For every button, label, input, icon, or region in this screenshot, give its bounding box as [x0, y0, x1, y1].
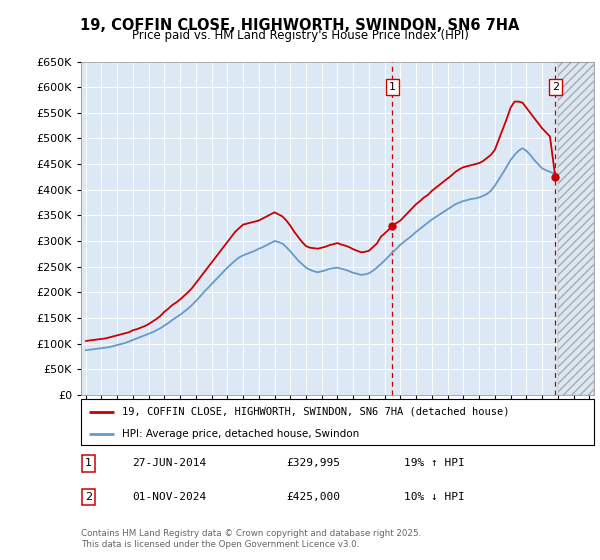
Text: 01-NOV-2024: 01-NOV-2024	[133, 492, 206, 502]
Text: 27-JUN-2014: 27-JUN-2014	[133, 459, 206, 469]
Text: Price paid vs. HM Land Registry's House Price Index (HPI): Price paid vs. HM Land Registry's House …	[131, 29, 469, 42]
Text: £425,000: £425,000	[286, 492, 340, 502]
Text: 2: 2	[552, 82, 559, 92]
Text: 19, COFFIN CLOSE, HIGHWORTH, SWINDON, SN6 7HA: 19, COFFIN CLOSE, HIGHWORTH, SWINDON, SN…	[80, 18, 520, 33]
Bar	[558, 62, 594, 395]
Text: Contains HM Land Registry data © Crown copyright and database right 2025.
This d: Contains HM Land Registry data © Crown c…	[81, 529, 421, 549]
Text: £329,995: £329,995	[286, 459, 340, 469]
Text: 1: 1	[85, 459, 92, 469]
Text: 10% ↓ HPI: 10% ↓ HPI	[404, 492, 465, 502]
Text: 1: 1	[389, 82, 396, 92]
Text: 19% ↑ HPI: 19% ↑ HPI	[404, 459, 465, 469]
Text: HPI: Average price, detached house, Swindon: HPI: Average price, detached house, Swin…	[122, 429, 359, 438]
Text: 2: 2	[85, 492, 92, 502]
FancyBboxPatch shape	[81, 399, 594, 445]
Text: 19, COFFIN CLOSE, HIGHWORTH, SWINDON, SN6 7HA (detached house): 19, COFFIN CLOSE, HIGHWORTH, SWINDON, SN…	[122, 407, 509, 417]
